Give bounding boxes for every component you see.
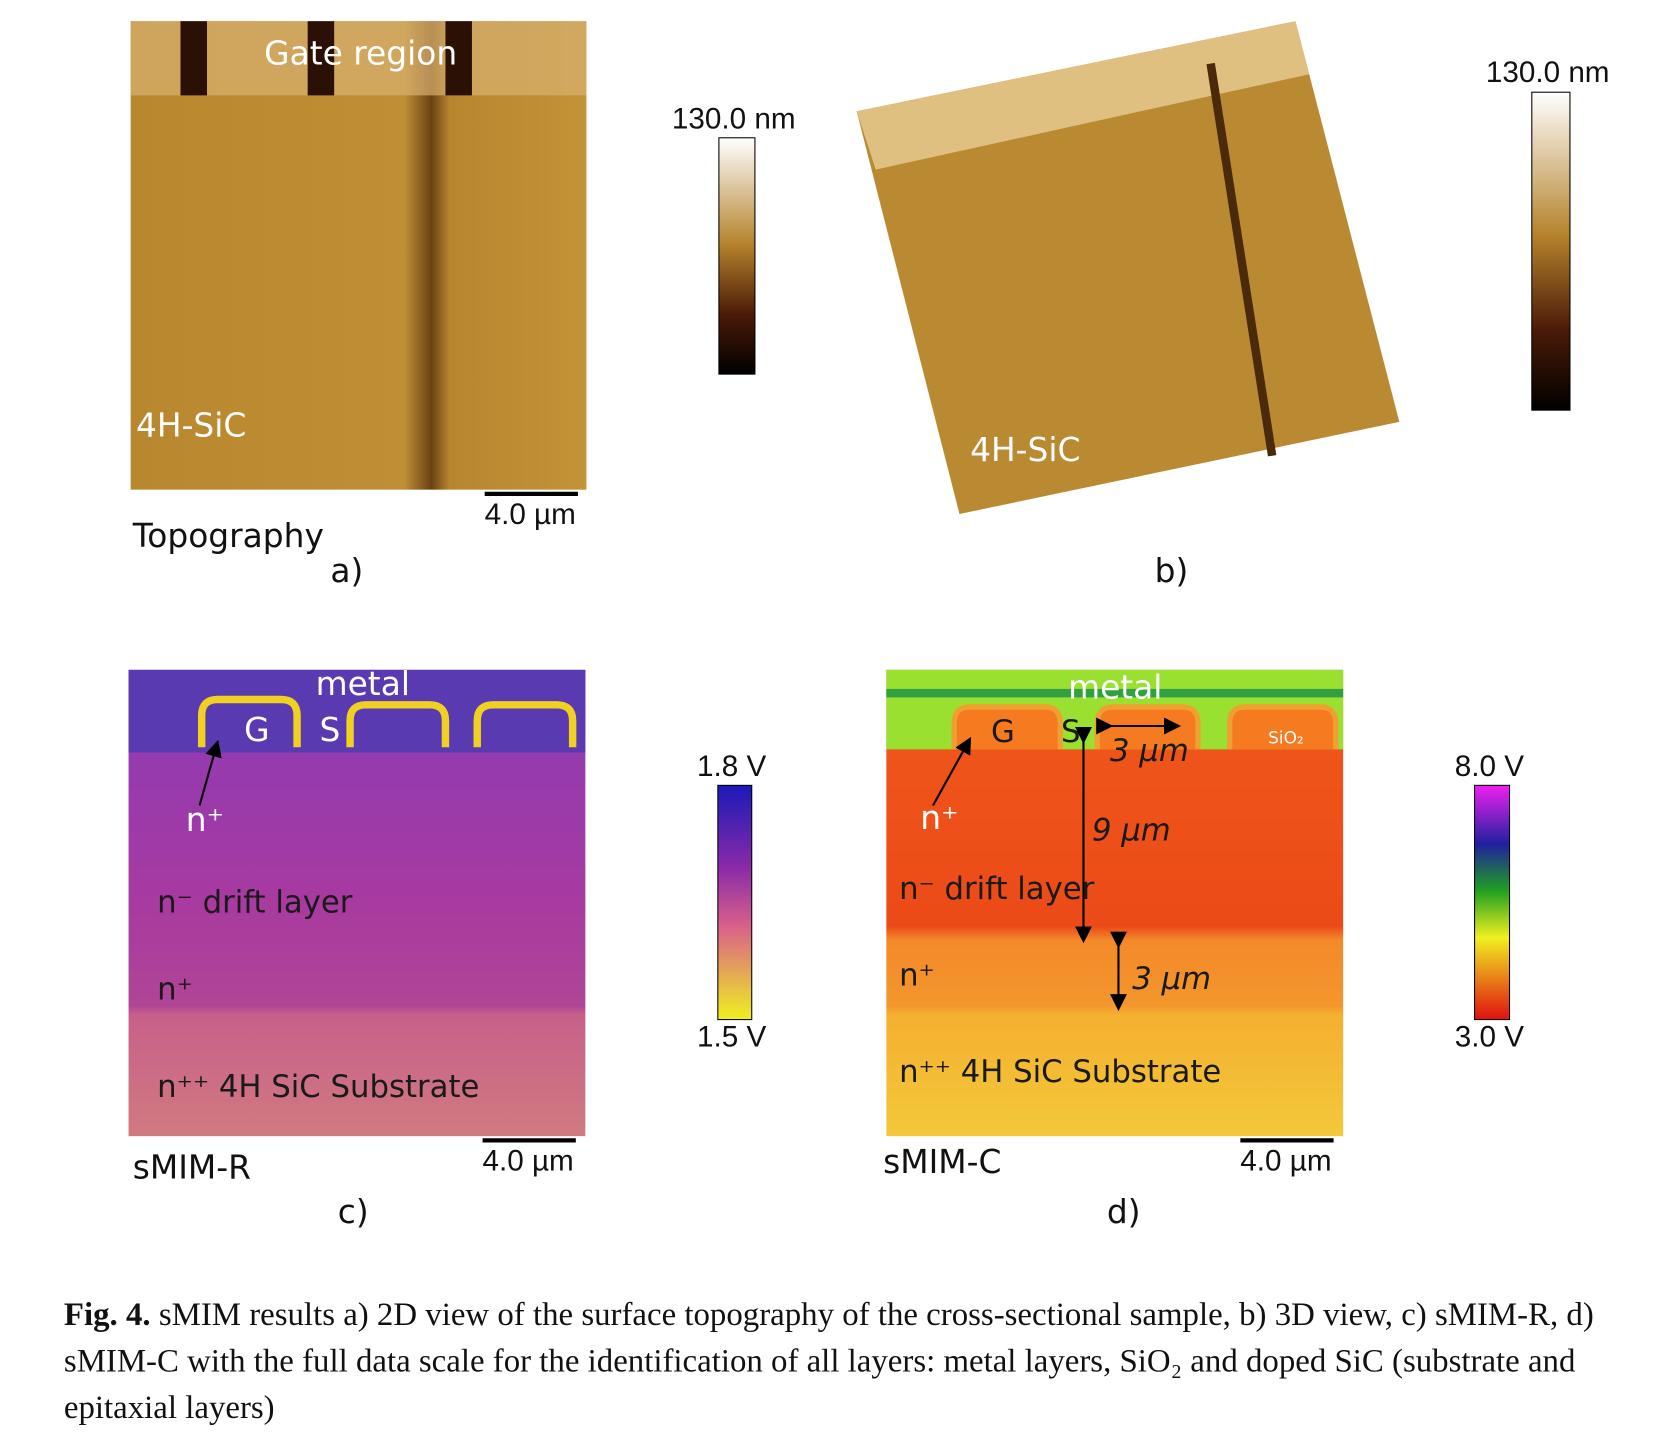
label: Gate region bbox=[264, 35, 457, 73]
panel-name: sMIM-C bbox=[883, 1143, 1001, 1181]
label: n⁺⁺ 4H SiC Substrate bbox=[157, 1069, 479, 1105]
label: SiO₂ bbox=[1268, 728, 1304, 748]
label: n⁺⁺ 4H SiC Substrate bbox=[899, 1054, 1221, 1090]
colorbar-label: 130.0 nm bbox=[1486, 56, 1610, 89]
topography-image bbox=[130, 21, 587, 490]
label: G bbox=[991, 714, 1015, 750]
label: 9 µm bbox=[1092, 812, 1171, 848]
colorbar-label: 3.0 V bbox=[1455, 1021, 1524, 1054]
gate-outline bbox=[197, 695, 577, 748]
colorbar bbox=[1531, 91, 1571, 411]
panel-name: Topography bbox=[132, 517, 324, 555]
arrow bbox=[932, 736, 972, 807]
label: 4H-SiC bbox=[136, 407, 246, 445]
colorbar-label: 130.0 nm bbox=[672, 103, 796, 136]
panel-letter: d) bbox=[1107, 1193, 1141, 1231]
scale-label: 4.0 µm bbox=[1240, 1145, 1331, 1178]
label: 4H-SiC bbox=[970, 431, 1080, 469]
trench bbox=[307, 21, 335, 96]
scale-label: 4.0 µm bbox=[482, 1145, 573, 1178]
caption-text: sMIM results a) 2D view of the surface t… bbox=[63, 1295, 1594, 1426]
label: n⁺ bbox=[899, 958, 935, 994]
label: n⁻ drift layer bbox=[899, 871, 1095, 907]
label: 3 µm bbox=[1132, 961, 1211, 997]
label: G bbox=[244, 711, 269, 749]
colorbar bbox=[717, 784, 753, 1021]
trench bbox=[180, 21, 207, 96]
caption-box: Fig. 4. sMIM results a) 2D view of the s… bbox=[64, 1291, 1648, 1431]
arrow bbox=[198, 739, 222, 806]
panel-letter: b) bbox=[1155, 552, 1189, 590]
colorbar bbox=[1474, 784, 1511, 1021]
colorbar-label: 8.0 V bbox=[1455, 750, 1524, 783]
colorbar bbox=[718, 137, 756, 375]
label: n⁺ bbox=[920, 799, 958, 837]
label: 3 µm bbox=[1110, 733, 1189, 769]
caption-label: Fig. 4. bbox=[63, 1295, 151, 1333]
panel-letter: c) bbox=[338, 1193, 369, 1231]
label: S bbox=[319, 711, 340, 749]
label: metal bbox=[1068, 668, 1162, 706]
trench bbox=[1206, 62, 1277, 457]
colorbar-label: 1.8 V bbox=[697, 750, 766, 783]
panel-letter: a) bbox=[330, 552, 363, 590]
gate-band bbox=[856, 21, 1310, 170]
panel-name: sMIM-R bbox=[133, 1149, 251, 1187]
label: n⁻ drift layer bbox=[157, 885, 353, 921]
label: S bbox=[1061, 714, 1081, 750]
colorbar-label: 1.5 V bbox=[697, 1021, 766, 1054]
caption: Fig. 4. sMIM results a) 2D view of the s… bbox=[64, 1291, 1648, 1431]
metal-line bbox=[886, 688, 1344, 698]
label: n⁺ bbox=[186, 801, 224, 839]
label: metal bbox=[316, 665, 410, 703]
label: n⁺ bbox=[157, 971, 193, 1007]
scale-label: 4.0 µm bbox=[485, 498, 576, 531]
trench bbox=[445, 21, 472, 96]
